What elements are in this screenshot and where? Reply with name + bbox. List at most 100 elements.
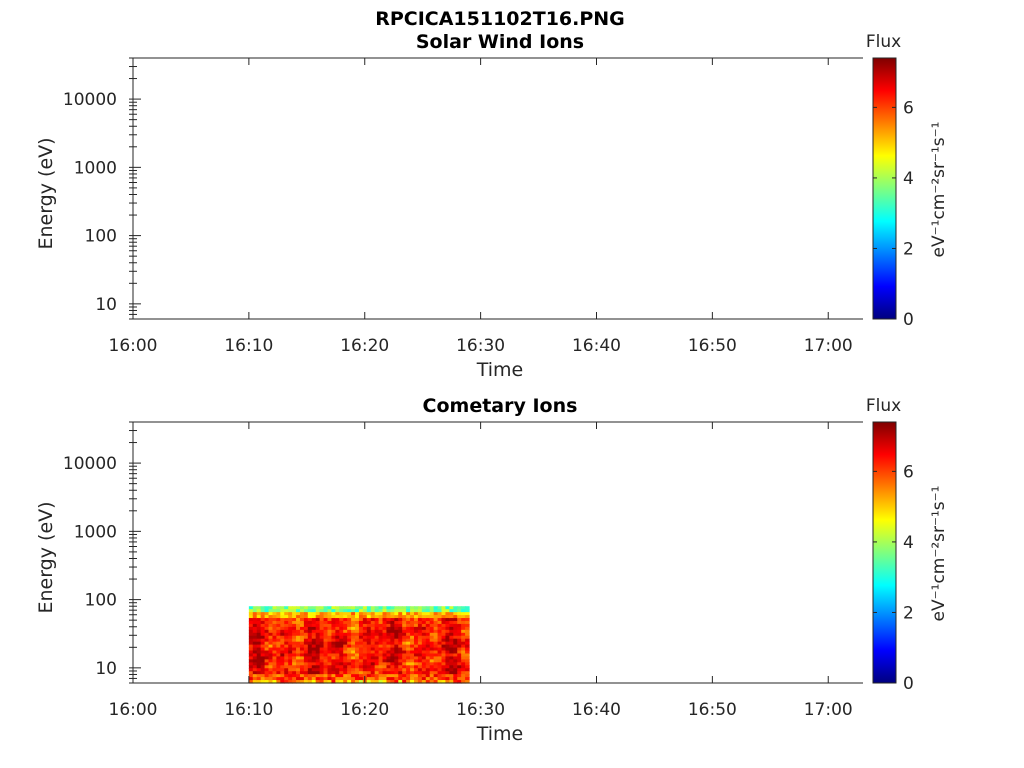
heatmap-cell	[413, 620, 419, 625]
heatmap-cell	[248, 638, 254, 643]
heatmap-cell	[280, 650, 285, 655]
heatmap-cell	[421, 612, 427, 616]
heatmap-cell	[292, 662, 297, 666]
heatmap-cell	[272, 662, 277, 666]
heatmap-cell	[461, 609, 466, 613]
heatmap-cell	[339, 650, 344, 655]
heatmap-cell	[382, 662, 388, 666]
heatmap-cell	[461, 620, 466, 625]
heatmap-cell	[390, 623, 395, 628]
heatmap-cell	[252, 629, 258, 634]
heatmap-cell	[429, 653, 435, 658]
heatmap-cell	[299, 618, 305, 622]
heatmap-cell	[410, 671, 415, 675]
heatmap-cell	[441, 662, 447, 666]
heatmap-cell	[248, 641, 254, 646]
heatmap-cell	[398, 635, 403, 640]
heatmap-cell	[421, 623, 427, 628]
heatmap-cell	[296, 626, 301, 631]
heatmap-cell	[410, 612, 415, 616]
heatmap-cell	[398, 680, 403, 684]
x-tick-label: 17:00	[804, 700, 853, 720]
heatmap-cell	[335, 656, 340, 660]
heatmap-cell	[327, 618, 333, 622]
heatmap-cell	[461, 662, 466, 666]
heatmap-cell	[457, 615, 462, 619]
heatmap-cell	[461, 626, 466, 631]
heatmap-cell	[276, 656, 281, 660]
heatmap-cell	[386, 609, 391, 613]
heatmap-cell	[358, 629, 364, 634]
heatmap-cell	[410, 629, 415, 634]
heatmap-cell	[355, 638, 360, 643]
heatmap-cell	[335, 618, 340, 622]
heatmap-cell	[264, 656, 270, 660]
heatmap-cell	[398, 653, 403, 658]
heatmap-cell	[288, 626, 293, 631]
colorbar-units: eV⁻¹cm⁻²sr⁻¹s⁻¹	[929, 486, 949, 622]
heatmap-cell	[378, 629, 384, 634]
heatmap-cell	[264, 674, 270, 678]
heatmap-cell	[343, 647, 348, 652]
heatmap-cell	[288, 606, 293, 610]
heatmap-cell	[248, 620, 254, 625]
heatmap-cell	[252, 626, 258, 631]
heatmap-cell	[413, 650, 419, 655]
heatmap-cell	[299, 609, 305, 613]
heatmap-cell	[343, 659, 348, 663]
heatmap-cell	[457, 653, 462, 658]
heatmap-cell	[410, 620, 415, 625]
heatmap-cell	[445, 618, 450, 622]
heatmap-cell	[394, 641, 399, 646]
heatmap-cell	[378, 626, 384, 631]
heatmap-cell	[272, 647, 277, 652]
heatmap-cell	[358, 647, 364, 652]
heatmap-cell	[311, 620, 317, 625]
heatmap-cell	[465, 623, 470, 628]
heatmap-cell	[315, 632, 321, 637]
heatmap-cell	[362, 618, 368, 622]
heatmap-cell	[413, 656, 419, 660]
heatmap-cell	[347, 641, 352, 646]
heatmap-cell	[362, 612, 368, 616]
heatmap-cell	[465, 647, 470, 652]
heatmap-cell	[280, 635, 285, 640]
heatmap-cell	[453, 620, 458, 625]
heatmap-cell	[421, 650, 427, 655]
heatmap-cell	[268, 609, 274, 613]
heatmap-cell	[248, 650, 254, 655]
heatmap-cell	[453, 680, 458, 684]
heatmap-cell	[362, 626, 368, 631]
heatmap-cell	[410, 626, 415, 631]
heatmap-cell	[331, 629, 336, 634]
heatmap-cell	[461, 671, 466, 675]
heatmap-cell	[413, 674, 419, 678]
heatmap-cell	[268, 665, 274, 669]
heatmap-cell	[425, 615, 431, 619]
heatmap-cell	[425, 659, 431, 663]
heatmap-cell	[429, 609, 435, 613]
heatmap-cell	[386, 656, 391, 660]
heatmap-cell	[319, 606, 325, 610]
heatmap-cell	[406, 674, 411, 678]
heatmap-cell	[260, 606, 266, 610]
heatmap-cell	[327, 638, 333, 643]
heatmap-cell	[315, 606, 321, 610]
heatmap-cell	[441, 668, 447, 672]
heatmap-cell	[296, 635, 301, 640]
heatmap-cell	[339, 680, 344, 684]
heatmap-cell	[370, 650, 376, 655]
heatmap-cell	[248, 635, 254, 640]
heatmap-cell	[327, 626, 333, 631]
heatmap-cell	[248, 623, 254, 628]
heatmap-cell	[280, 671, 285, 675]
heatmap-cell	[457, 671, 462, 675]
heatmap-cell	[327, 641, 333, 646]
heatmap-cell	[260, 662, 266, 666]
heatmap-cell	[260, 629, 266, 634]
heatmap-cell	[410, 665, 415, 669]
heatmap-cell	[252, 671, 258, 675]
heatmap-cell	[256, 668, 262, 672]
heatmap-cell	[398, 659, 403, 663]
heatmap-cell	[264, 662, 270, 666]
